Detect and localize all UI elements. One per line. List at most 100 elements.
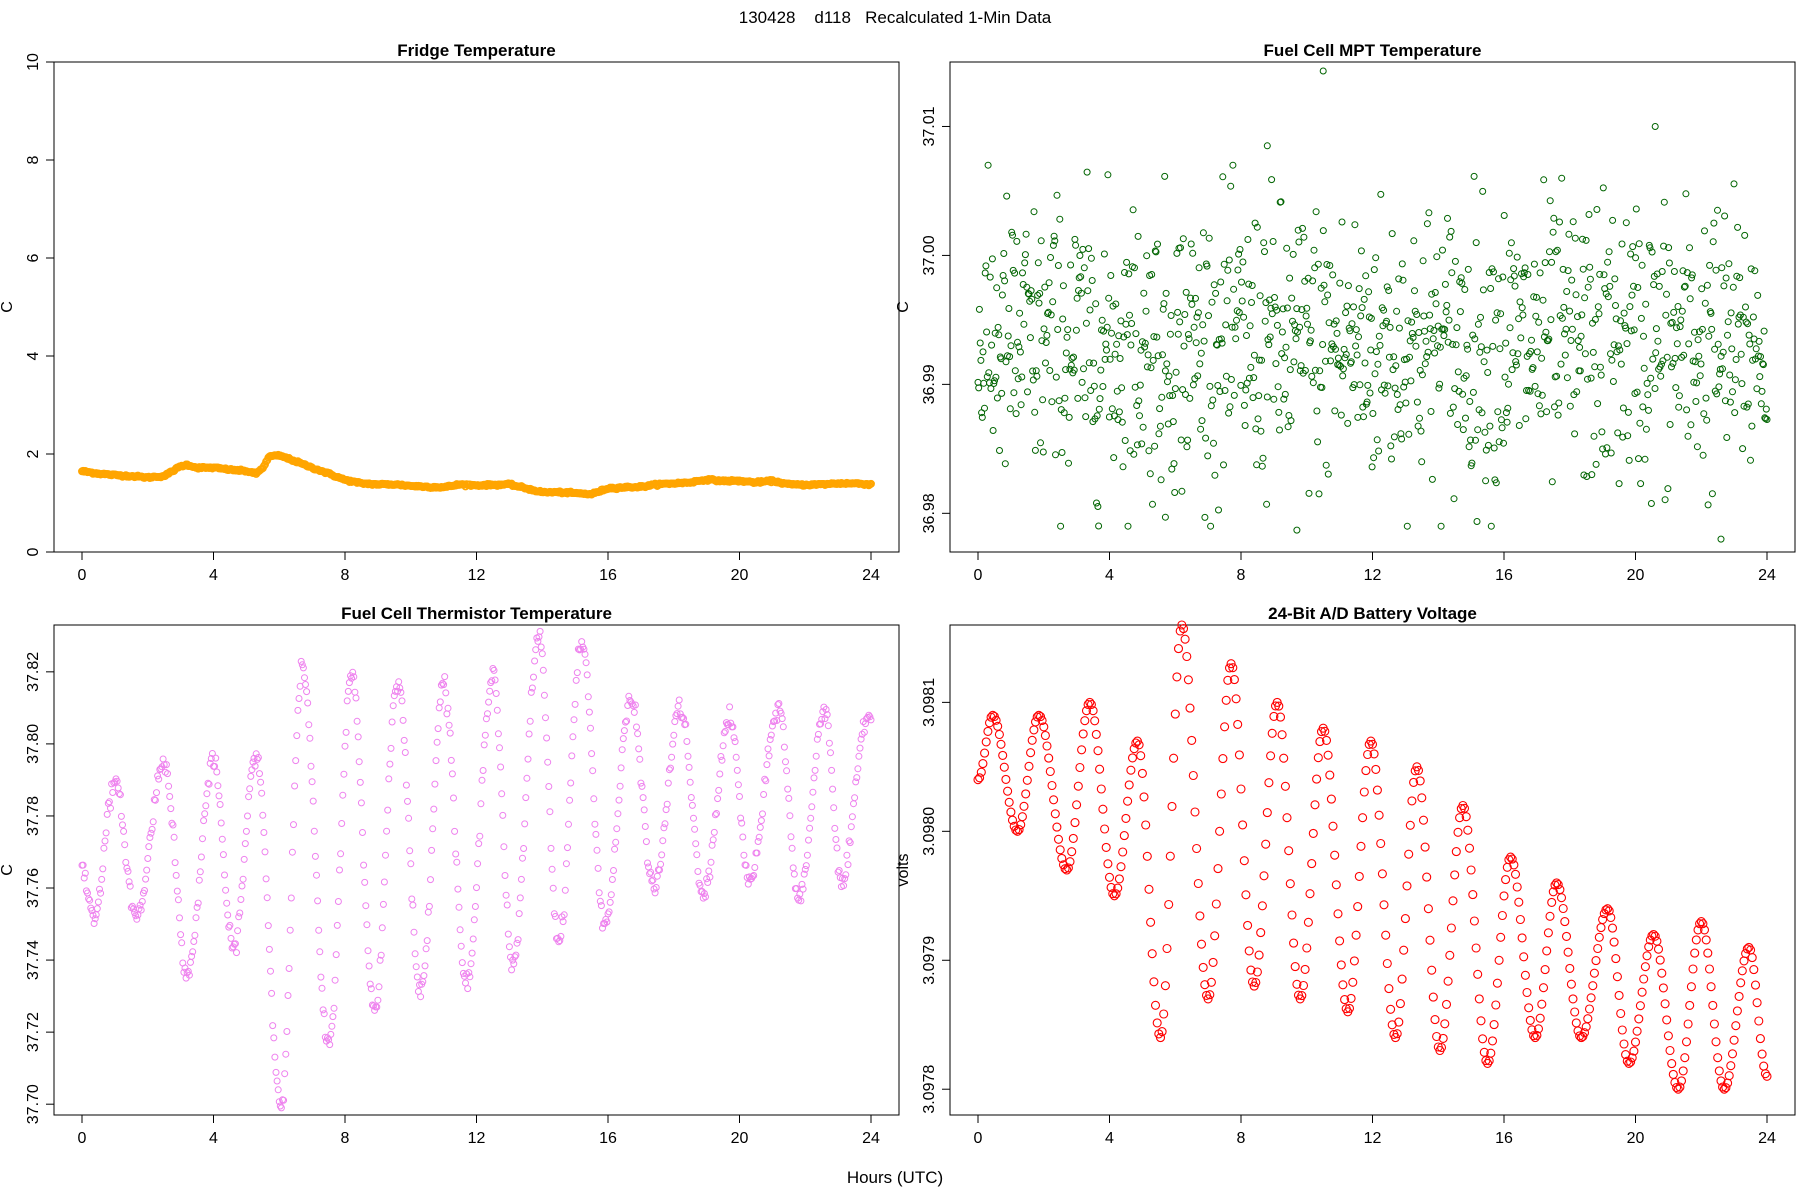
data-point (737, 814, 745, 822)
data-point (1096, 784, 1106, 794)
data-point (385, 775, 393, 783)
data-point (618, 746, 626, 754)
data-point (992, 373, 1000, 381)
data-point (1126, 447, 1134, 455)
data-point (1131, 264, 1138, 272)
data-point (1047, 254, 1054, 261)
data-point (608, 876, 616, 883)
data-point (1093, 499, 1100, 507)
data-point (1441, 326, 1449, 333)
data-point (387, 744, 395, 752)
data-point (851, 794, 859, 802)
data-point (714, 795, 722, 803)
data-point (486, 687, 494, 695)
data-point (1155, 1033, 1166, 1043)
data-point (408, 895, 416, 903)
data-point (1375, 447, 1383, 455)
data-point (1402, 399, 1410, 407)
data-point (424, 908, 432, 916)
data-point (1319, 227, 1327, 235)
panel-title: Fuel Cell Thermistor Temperature (341, 604, 612, 623)
data-point (1376, 838, 1386, 849)
data-point (1569, 218, 1577, 226)
data-point (1500, 212, 1508, 219)
data-point (1572, 291, 1580, 299)
data-point (1721, 212, 1729, 220)
data-point (687, 794, 695, 801)
data-point (1318, 384, 1326, 391)
data-point (168, 819, 176, 827)
data-point (1591, 956, 1601, 966)
data-point (1453, 827, 1463, 837)
plot-frame (949, 624, 1796, 1116)
data-point (732, 753, 740, 761)
data-point (1424, 348, 1432, 356)
data-point (1037, 715, 1047, 726)
data-point (470, 916, 478, 924)
data-point (1626, 303, 1634, 311)
data-point (1501, 875, 1511, 885)
data-point (1651, 385, 1659, 392)
data-point (298, 661, 306, 669)
data-point (1566, 979, 1576, 989)
data-point (1231, 694, 1241, 704)
data-point (1161, 513, 1169, 521)
data-point (315, 926, 323, 934)
data-point (1236, 784, 1246, 794)
data-point (84, 889, 91, 897)
data-point (1696, 372, 1704, 380)
data-point (590, 795, 598, 803)
data-point (1060, 409, 1068, 417)
data-point (1240, 313, 1248, 321)
data-point (601, 920, 609, 928)
data-point (1086, 699, 1096, 710)
data-point (998, 750, 1008, 760)
data-point (492, 690, 500, 697)
data-point (1162, 289, 1170, 297)
data-point (428, 846, 436, 854)
data-point (1320, 281, 1328, 289)
data-point (538, 650, 546, 658)
x-tick-label: 20 (731, 1130, 749, 1147)
data-point (1380, 306, 1388, 314)
data-point (1087, 254, 1095, 262)
data-point (1275, 712, 1286, 722)
data-point (1106, 882, 1116, 892)
data-point (1220, 260, 1228, 268)
data-point (497, 763, 505, 771)
data-point (1624, 408, 1632, 416)
data-point (378, 924, 386, 932)
data-point (641, 823, 649, 830)
data-point (344, 687, 352, 695)
data-point (1137, 346, 1145, 354)
data-point (1701, 935, 1711, 945)
data-point (1593, 943, 1603, 954)
data-point (305, 721, 313, 729)
data-point (565, 820, 572, 828)
data-point (1068, 354, 1076, 362)
data-point (1258, 356, 1266, 364)
data-point (1553, 880, 1563, 890)
data-point (389, 702, 397, 710)
data-point (1650, 281, 1658, 289)
data-point (993, 284, 1001, 292)
data-point (605, 908, 613, 916)
data-point (1749, 313, 1757, 321)
data-point (1632, 1026, 1642, 1036)
data-point (1522, 987, 1532, 998)
data-point (720, 729, 728, 737)
data-point (1022, 230, 1030, 238)
data-point (715, 786, 723, 794)
data-point (1171, 385, 1179, 393)
data-point (1634, 1014, 1644, 1024)
data-point (1253, 223, 1261, 231)
data-point (1212, 289, 1220, 297)
data-point (1763, 416, 1771, 423)
data-point (1427, 965, 1437, 975)
data-point (1204, 452, 1212, 460)
data-point (1571, 234, 1579, 242)
data-point (1336, 279, 1344, 287)
data-point (1409, 334, 1417, 341)
data-point (1290, 358, 1298, 366)
data-point (1072, 241, 1080, 249)
